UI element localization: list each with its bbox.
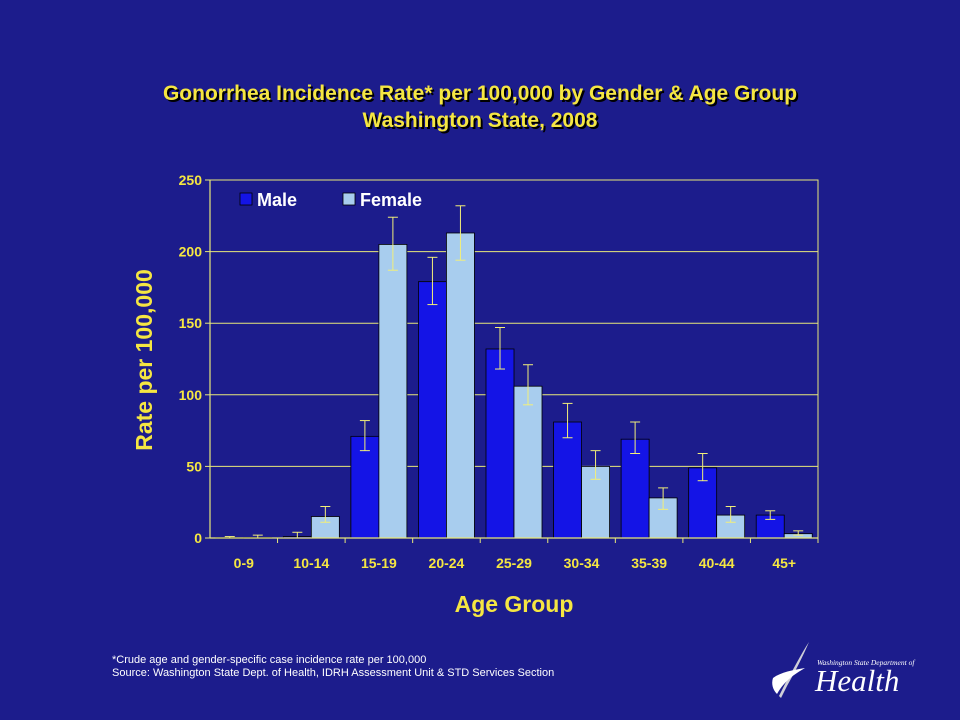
legend-swatch-male bbox=[239, 192, 253, 206]
male-bar bbox=[350, 435, 380, 539]
x-axis-title: Age Group bbox=[455, 591, 574, 617]
chart-title-line1: Gonorrhea Incidence Rate* per 100,000 by… bbox=[162, 82, 798, 105]
health-department-logo: Washington State Department of Health bbox=[765, 638, 915, 704]
x-tick-label: 0-9 bbox=[234, 555, 254, 571]
legend-label-male: Male bbox=[257, 190, 297, 210]
x-tick-label: 25-29 bbox=[496, 555, 532, 571]
footnote-definition: *Crude age and gender-specific case inci… bbox=[112, 654, 427, 666]
y-axis-title: Rate per 100,000 bbox=[131, 269, 157, 451]
male-bar bbox=[485, 348, 515, 539]
footnote-source: Source: Washington State Dept. of Health… bbox=[112, 667, 555, 679]
x-tick-label: 20-24 bbox=[429, 555, 465, 571]
y-tick-label: 0 bbox=[194, 530, 202, 546]
male-bar bbox=[620, 438, 650, 539]
quill-icon bbox=[772, 642, 809, 698]
logo-health-text: Health bbox=[815, 663, 900, 698]
female-bar bbox=[378, 244, 408, 539]
chart-title-line2: Washington State, 2008 bbox=[362, 109, 598, 132]
y-tick-label: 200 bbox=[179, 244, 203, 260]
male-bar bbox=[418, 281, 447, 539]
x-tick-label: 45+ bbox=[772, 555, 796, 571]
male-bar bbox=[553, 421, 582, 539]
logo-department-text: Washington State Department of bbox=[817, 658, 915, 667]
y-tick-label: 50 bbox=[186, 458, 202, 474]
female-bar bbox=[513, 385, 543, 539]
y-tick-label: 150 bbox=[179, 315, 203, 331]
chart-title: Gonorrhea Incidence Rate* per 100,000 by… bbox=[0, 80, 960, 134]
legend-label-female: Female bbox=[360, 190, 422, 210]
y-tick-label: 100 bbox=[179, 387, 203, 403]
x-tick-label: 30-34 bbox=[564, 555, 600, 571]
y-tick-label: 250 bbox=[179, 172, 203, 188]
legend-swatch-female bbox=[342, 192, 356, 206]
x-tick-label: 35-39 bbox=[631, 555, 667, 571]
footnote: *Crude age and gender-specific case inci… bbox=[112, 654, 554, 680]
x-tick-label: 10-14 bbox=[293, 555, 329, 571]
female-bar bbox=[446, 232, 475, 539]
x-tick-label: 15-19 bbox=[361, 555, 397, 571]
x-tick-label: 40-44 bbox=[699, 555, 735, 571]
